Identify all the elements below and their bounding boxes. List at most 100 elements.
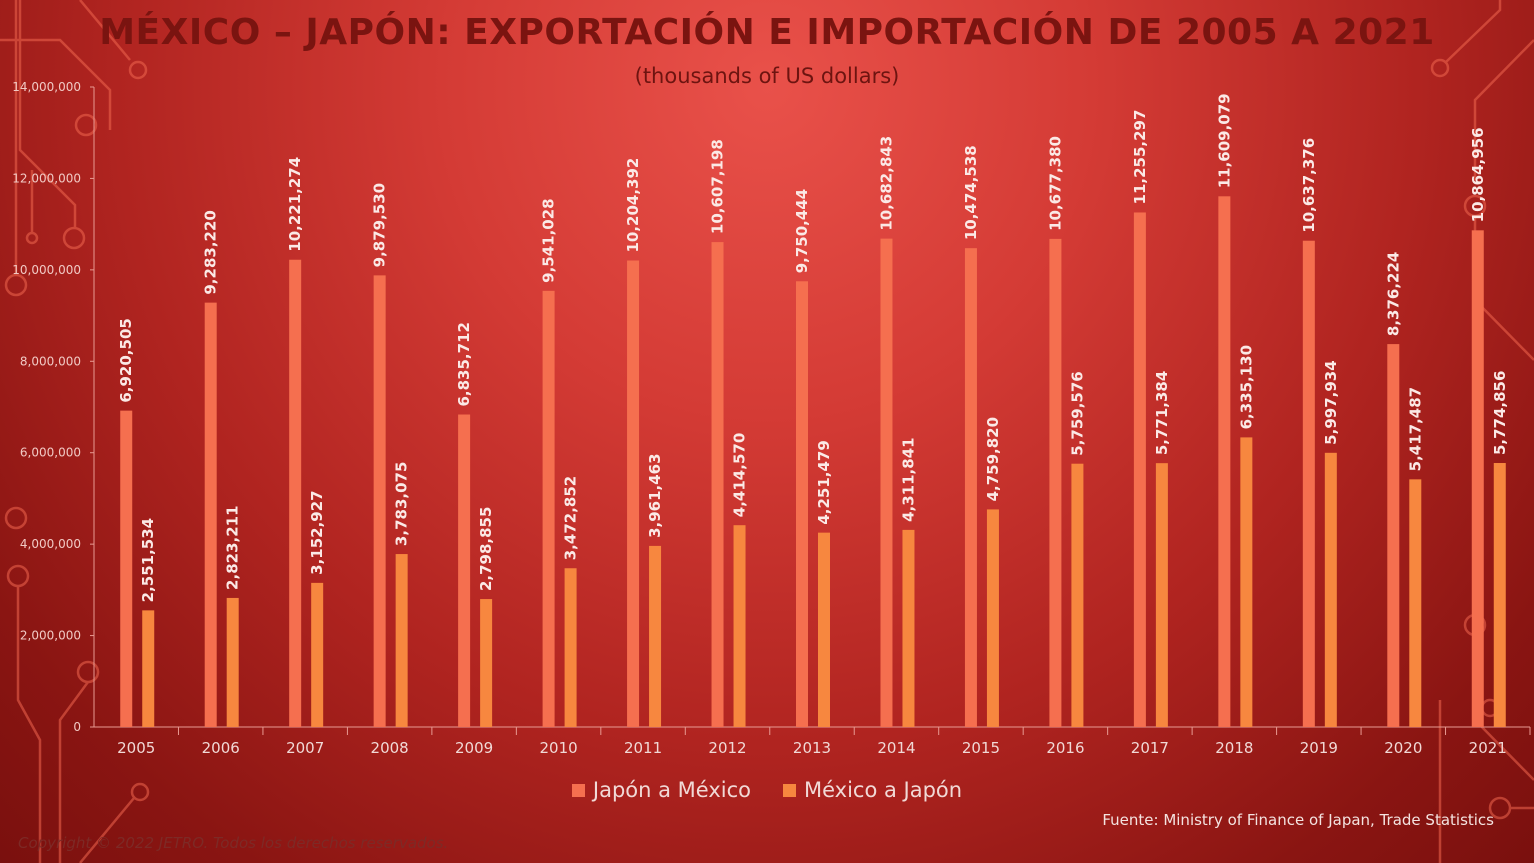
x-tick-label: 2018: [1215, 739, 1253, 757]
x-tick-label: 2020: [1384, 739, 1422, 757]
x-tick-label: 2007: [286, 739, 324, 757]
bar-mexico-a-japon: [564, 568, 577, 727]
bar-japon-a-mexico: [711, 242, 724, 727]
data-label-japon-a-mexico: 11,255,297: [1131, 110, 1149, 205]
bar-mexico-a-japon: [1409, 479, 1422, 727]
chart-title: MÉXICO – JAPÓN: EXPORTACIÓN E IMPORTACIÓ…: [99, 12, 1435, 53]
data-label-mexico-a-japon: 3,961,463: [646, 453, 664, 537]
bar-japon-a-mexico: [373, 275, 386, 727]
bar-mexico-a-japon: [1493, 463, 1506, 727]
bar-mexico-a-japon: [986, 509, 999, 727]
bar-japon-a-mexico: [1302, 240, 1315, 727]
data-label-japon-a-mexico: 6,835,712: [455, 322, 473, 406]
bar-japon-a-mexico: [1049, 238, 1062, 727]
bar-japon-a-mexico: [289, 259, 302, 727]
data-label-japon-a-mexico: 10,682,843: [877, 136, 895, 231]
bar-mexico-a-japon: [1240, 437, 1253, 727]
data-label-mexico-a-japon: 4,251,479: [815, 440, 833, 524]
x-tick-label: 2019: [1300, 739, 1338, 757]
data-label-japon-a-mexico: 10,221,274: [286, 157, 304, 252]
bar-japon-a-mexico: [880, 238, 893, 727]
x-tick-label: 2016: [1046, 739, 1084, 757]
data-label-japon-a-mexico: 10,677,380: [1046, 136, 1064, 231]
data-label-japon-a-mexico: 10,204,392: [624, 158, 642, 253]
bar-japon-a-mexico: [796, 281, 808, 727]
data-label-japon-a-mexico: 6,920,505: [117, 318, 135, 402]
y-tick-label: 10,000,000: [12, 263, 81, 277]
data-label-mexico-a-japon: 4,759,820: [984, 417, 1002, 501]
x-tick-label: 2010: [539, 739, 577, 757]
x-tick-label: 2017: [1131, 739, 1169, 757]
bar-japon-a-mexico: [1218, 196, 1231, 727]
x-tick-label: 2011: [624, 739, 662, 757]
data-label-mexico-a-japon: 2,823,211: [224, 505, 242, 589]
x-tick-label: 2006: [202, 739, 240, 757]
bar-mexico-a-japon: [1155, 463, 1168, 727]
y-tick-label: 12,000,000: [12, 171, 81, 185]
data-label-japon-a-mexico: 10,474,538: [962, 145, 980, 240]
legend-label-mexico-a-japon: México a Japón: [804, 778, 963, 802]
y-tick-label: 2,000,000: [20, 629, 81, 643]
x-tick-label: 2013: [793, 739, 831, 757]
bar-mexico-a-japon: [226, 597, 239, 727]
data-label-mexico-a-japon: 5,759,576: [1068, 371, 1086, 455]
x-tick-label: 2021: [1469, 739, 1507, 757]
chart-subtitle: (thousands of US dollars): [634, 64, 900, 88]
copyright-note: Copyright © 2022 JETRO. Todos los derech…: [18, 834, 449, 852]
data-label-japon-a-mexico: 9,541,028: [540, 198, 558, 282]
data-label-japon-a-mexico: 10,864,956: [1469, 127, 1487, 222]
bar-mexico-a-japon: [733, 525, 746, 727]
data-label-mexico-a-japon: 6,335,130: [1237, 345, 1255, 429]
data-label-japon-a-mexico: 11,609,079: [1215, 93, 1233, 188]
bar-japon-a-mexico: [1471, 230, 1484, 728]
legend-item-japon-a-mexico: Japón a México: [571, 778, 751, 802]
bar-mexico-a-japon: [142, 610, 155, 727]
y-tick-label: 6,000,000: [20, 446, 81, 460]
y-tick-label: 8,000,000: [20, 354, 81, 368]
bar-japon-a-mexico: [542, 290, 555, 727]
data-label-mexico-a-japon: 5,774,856: [1491, 371, 1509, 455]
source-note: Fuente: Ministry of Finance of Japan, Tr…: [1102, 811, 1494, 829]
y-tick-label: 14,000,000: [12, 80, 81, 94]
data-label-mexico-a-japon: 5,997,934: [1322, 360, 1340, 444]
bar-mexico-a-japon: [818, 532, 830, 727]
bar-mexico-a-japon: [395, 554, 408, 727]
bar-japon-a-mexico: [1387, 344, 1400, 727]
data-label-mexico-a-japon: 4,414,570: [731, 433, 749, 517]
data-label-japon-a-mexico: 10,607,198: [709, 139, 727, 234]
x-tick-label: 2005: [117, 739, 155, 757]
data-label-japon-a-mexico: 8,376,224: [1384, 252, 1402, 336]
bar-mexico-a-japon: [649, 545, 662, 727]
data-label-mexico-a-japon: 3,472,852: [562, 476, 580, 560]
data-label-japon-a-mexico: 9,283,220: [202, 210, 220, 294]
legend-item-mexico-a-japon: México a Japón: [783, 778, 962, 802]
data-label-mexico-a-japon: 5,417,487: [1406, 387, 1424, 471]
legend-swatch-mexico-a-japon: [783, 783, 796, 797]
bar-japon-a-mexico: [1133, 212, 1146, 727]
x-tick-label: 2015: [962, 739, 1000, 757]
y-tick-label: 0: [73, 720, 81, 734]
x-tick-label: 2008: [371, 739, 409, 757]
x-tick-label: 2009: [455, 739, 493, 757]
bar-mexico-a-japon: [1071, 463, 1084, 727]
x-tick-label: 2014: [877, 739, 915, 757]
data-label-mexico-a-japon: 2,798,855: [477, 507, 495, 591]
data-label-japon-a-mexico: 9,750,444: [793, 189, 811, 273]
data-label-mexico-a-japon: 5,771,384: [1153, 371, 1171, 455]
data-label-japon-a-mexico: 10,637,376: [1300, 138, 1318, 233]
bar-japon-a-mexico: [204, 302, 217, 727]
bar-japon-a-mexico: [120, 410, 133, 727]
chart-legend: Japón a México México a Japón: [0, 778, 1534, 802]
legend-label-japon-a-mexico: Japón a México: [592, 778, 751, 802]
x-tick-label: 2012: [708, 739, 746, 757]
bar-japon-a-mexico: [627, 260, 640, 727]
bar-mexico-a-japon: [480, 599, 493, 727]
bar-mexico-a-japon: [902, 529, 915, 727]
legend-swatch-japon-a-mexico: [571, 783, 585, 797]
bar-japon-a-mexico: [964, 248, 977, 727]
bar-japon-a-mexico: [458, 414, 471, 727]
data-label-japon-a-mexico: 9,879,530: [371, 183, 389, 267]
data-label-mexico-a-japon: 3,783,075: [393, 462, 411, 546]
